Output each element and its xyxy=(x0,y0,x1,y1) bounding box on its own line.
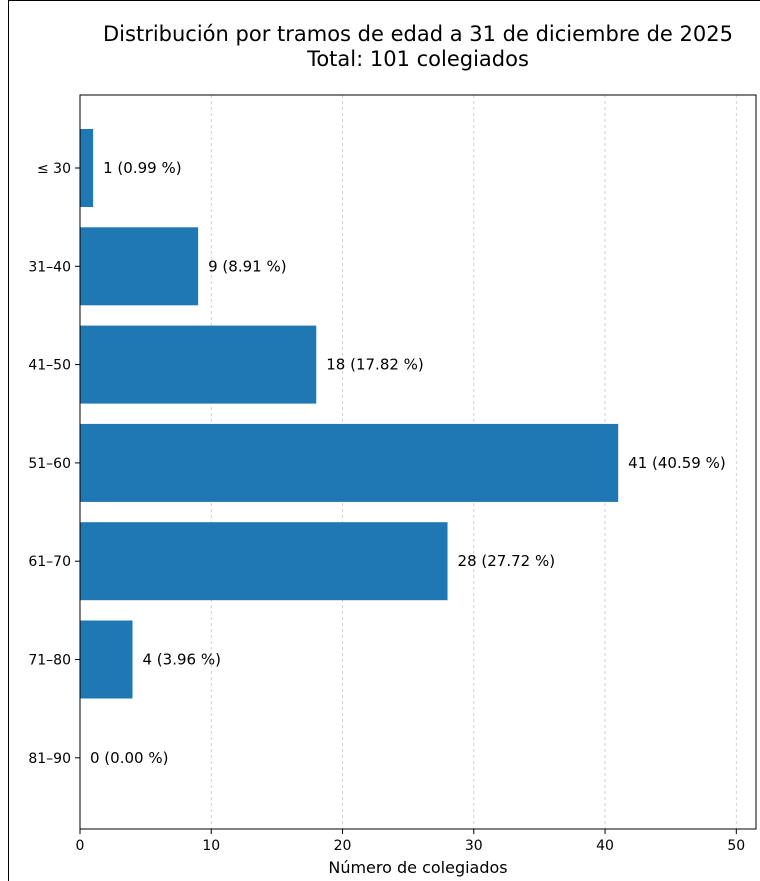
data-label: 4 (3.96 %) xyxy=(143,651,221,669)
y-tick-label: 31–40 xyxy=(28,259,71,275)
chart-title: Distribución por tramos de edad a 31 de … xyxy=(103,22,733,46)
y-tick-label: 51–60 xyxy=(28,456,71,472)
data-label: 18 (17.82 %) xyxy=(326,356,424,374)
bar xyxy=(80,522,448,600)
chart-subtitle: Total: 101 colegiados xyxy=(306,47,529,71)
y-tick-label: 71–80 xyxy=(28,653,71,669)
x-tick-label: 20 xyxy=(334,838,352,854)
bar xyxy=(80,129,93,207)
data-label: 28 (27.72 %) xyxy=(458,552,556,570)
bar xyxy=(80,227,198,305)
bar xyxy=(80,326,316,404)
x-axis: 0 10 20 30 40 50 xyxy=(76,829,746,854)
y-tick-label: ≤ 30 xyxy=(37,161,71,177)
x-tick-label: 50 xyxy=(727,838,745,854)
bar xyxy=(80,621,133,699)
x-tick-label: 40 xyxy=(596,838,614,854)
x-tick-label: 10 xyxy=(202,838,220,854)
y-tick-label: 61–70 xyxy=(28,554,71,570)
x-tick-label: 30 xyxy=(465,838,483,854)
bar xyxy=(80,424,618,502)
data-label: 0 (0.00 %) xyxy=(90,749,168,767)
y-tick-label: 41–50 xyxy=(28,358,71,374)
data-label: 9 (8.91 %) xyxy=(208,257,286,275)
bars xyxy=(80,129,618,699)
x-axis-label: Número de colegiados xyxy=(328,858,507,877)
data-label: 41 (40.59 %) xyxy=(628,454,726,472)
y-axis: ≤ 30 31–40 41–50 51–60 61–70 71–80 81–90 xyxy=(28,161,80,767)
y-tick-label: 81–90 xyxy=(28,751,71,767)
x-tick-label: 0 xyxy=(76,838,85,854)
data-label: 1 (0.99 %) xyxy=(103,159,181,177)
